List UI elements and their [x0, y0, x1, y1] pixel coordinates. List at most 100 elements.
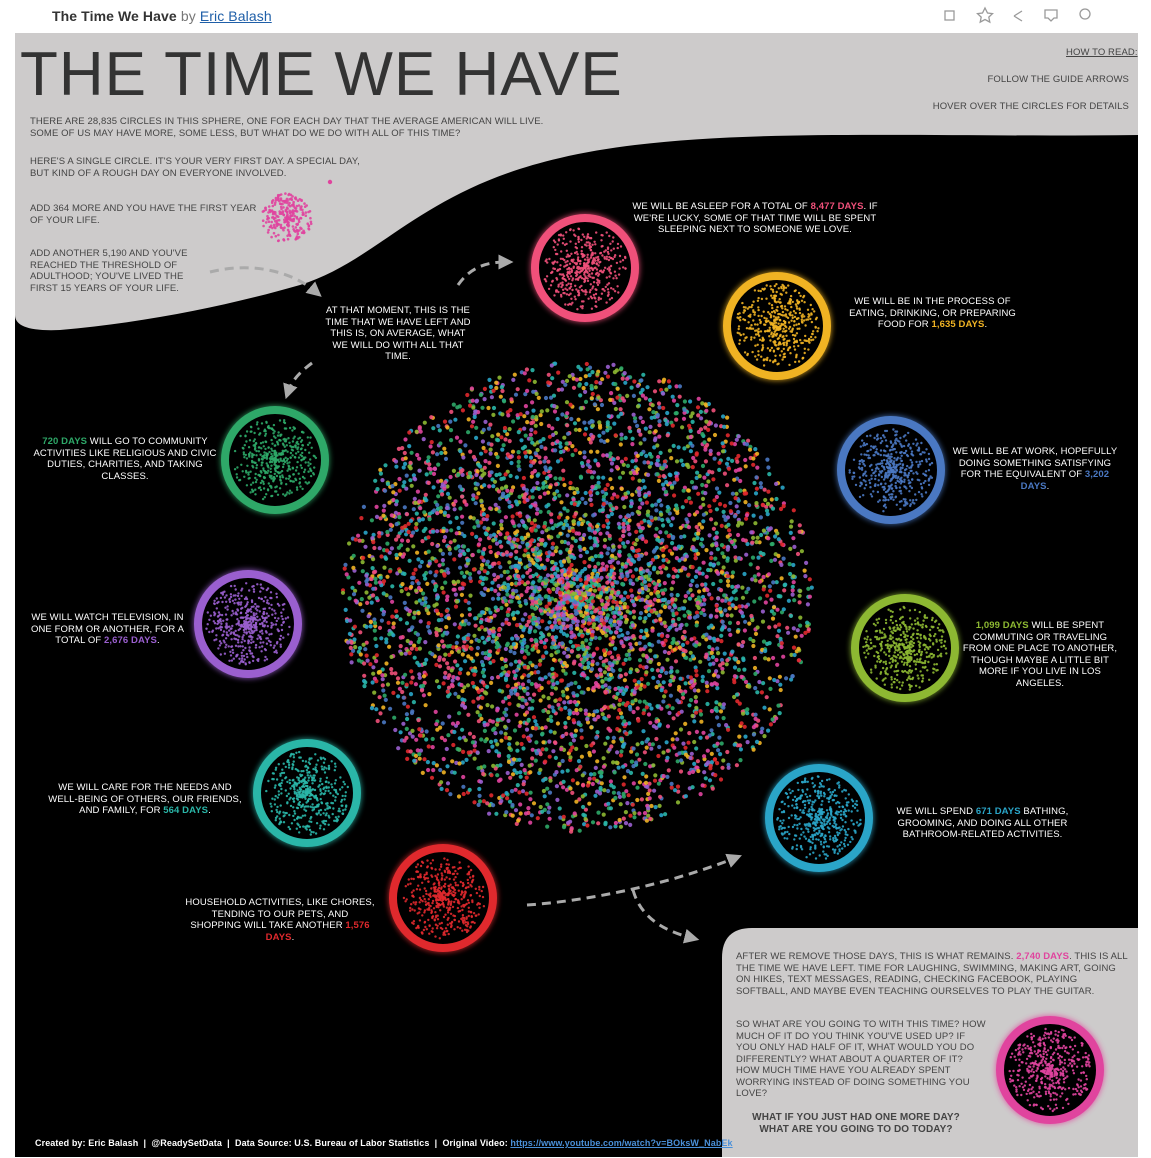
- day-dot: [502, 399, 507, 404]
- day-dot: [499, 544, 504, 549]
- day-dot: [461, 749, 466, 755]
- day-dot: [550, 426, 555, 431]
- day-dot: [799, 549, 805, 554]
- day-dot: [619, 594, 624, 599]
- day-dot: [293, 214, 297, 218]
- day-dot: [434, 722, 439, 727]
- day-dot: [491, 388, 496, 393]
- day-dot: [606, 651, 611, 656]
- day-dot: [458, 449, 463, 454]
- day-dot: [601, 812, 606, 817]
- day-dot: [546, 423, 552, 428]
- day-dot: [759, 485, 764, 490]
- day-dot: [507, 439, 512, 444]
- day-dot: [361, 555, 366, 561]
- day-dot: [482, 569, 487, 574]
- day-dot: [514, 712, 519, 717]
- day-dot: [754, 540, 759, 545]
- day-dot: [409, 669, 414, 674]
- day-dot: [755, 451, 760, 456]
- day-dot: [678, 769, 684, 774]
- day-dot: [745, 541, 750, 547]
- day-dot: [724, 461, 730, 466]
- day-dot: [550, 545, 555, 551]
- day-dot: [369, 518, 374, 523]
- day-dot: [644, 745, 649, 750]
- day-dot: [708, 451, 713, 457]
- day-dot: [368, 662, 373, 667]
- day-dot: [452, 729, 457, 735]
- day-dot: [669, 781, 674, 787]
- day-dot: [670, 394, 675, 399]
- day-dot: [561, 779, 566, 784]
- day-dot: [773, 534, 778, 539]
- day-dot: [541, 565, 547, 570]
- day-dot: [462, 551, 467, 557]
- day-dot: [715, 547, 721, 552]
- day-dot: [480, 405, 485, 410]
- day-dot: [348, 645, 353, 651]
- day-dot: [274, 216, 277, 220]
- day-dot: [587, 591, 592, 596]
- day-dot: [647, 781, 652, 786]
- day-dot: [719, 741, 724, 746]
- day-dot: [590, 475, 595, 480]
- day-dot: [561, 785, 566, 790]
- day-dot: [407, 628, 412, 633]
- day-dot: [582, 450, 587, 455]
- day-dot: [452, 538, 457, 543]
- day-dot: [649, 746, 654, 751]
- day-dot: [788, 530, 793, 536]
- day-dot: [446, 513, 451, 519]
- day-dot: [526, 554, 531, 559]
- day-dot: [507, 536, 512, 541]
- day-dot: [578, 536, 583, 542]
- day-dot: [427, 466, 432, 471]
- day-dot: [582, 591, 587, 596]
- day-dot: [430, 541, 435, 547]
- day-dot: [775, 679, 780, 684]
- day-dot: [621, 794, 627, 799]
- day-dot: [619, 715, 625, 720]
- day-dot: [622, 371, 627, 376]
- day-dot: [626, 594, 631, 600]
- day-dot: [761, 528, 767, 533]
- day-dot: [642, 699, 647, 704]
- day-dot: [405, 638, 410, 644]
- day-dot: [797, 523, 802, 528]
- day-dot: [590, 820, 596, 825]
- day-dot: [634, 667, 639, 673]
- day-dot: [734, 437, 739, 442]
- day-dot: [510, 591, 516, 596]
- day-dot: [599, 402, 605, 408]
- day-dot: [406, 612, 411, 617]
- day-dot: [564, 400, 570, 405]
- day-dot: [455, 405, 460, 410]
- day-dot: [442, 738, 448, 743]
- day-dot: [426, 744, 431, 749]
- day-dot: [758, 481, 763, 486]
- day-dot: [657, 405, 662, 410]
- day-dot: [744, 491, 749, 496]
- day-dot: [750, 618, 755, 623]
- day-dot: [714, 494, 720, 500]
- day-dot: [675, 800, 681, 805]
- day-dot: [289, 211, 292, 214]
- day-dot: [525, 580, 531, 585]
- day-dot: [608, 825, 613, 830]
- day-dot: [290, 198, 294, 201]
- day-dot: [736, 509, 741, 515]
- day-dot: [577, 828, 582, 833]
- day-dot: [442, 419, 448, 424]
- day-dot: [517, 467, 522, 472]
- day-dot: [404, 726, 409, 732]
- day-dot: [488, 649, 493, 654]
- day-dot: [593, 540, 598, 545]
- day-dot: [693, 459, 698, 464]
- day-dot: [565, 423, 570, 428]
- day-dot: [616, 560, 621, 565]
- day-dot: [645, 513, 651, 518]
- day-dot: [510, 594, 515, 600]
- day-dot: [638, 415, 643, 420]
- day-dot: [637, 505, 642, 510]
